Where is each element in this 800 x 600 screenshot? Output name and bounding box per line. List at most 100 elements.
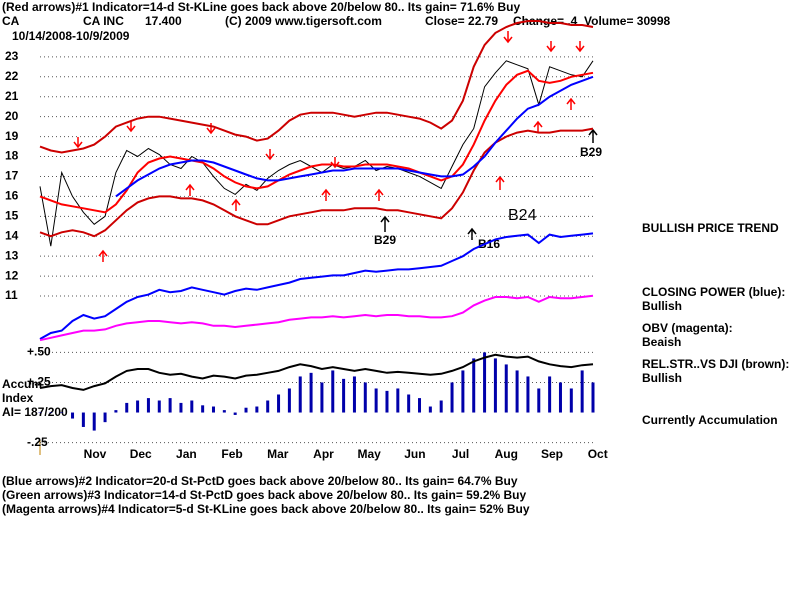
x-tick-label: Oct <box>588 447 608 461</box>
header-line: (Red arrows)#1 Indicator=14-d St-KLine g… <box>2 0 520 14</box>
bar <box>81 412 85 427</box>
arrow <box>126 121 136 133</box>
y-tick-label: 11 <box>5 288 18 302</box>
bar <box>493 358 497 413</box>
change: Change= .4 <box>513 14 578 28</box>
arrow <box>374 188 384 201</box>
accum-label: AI= 187/200 <box>2 405 68 419</box>
x-tick-label: Jan <box>176 447 197 461</box>
bar <box>558 382 562 413</box>
bar <box>439 400 443 413</box>
bar <box>136 400 140 413</box>
side-label: BULLISH PRICE TREND <box>642 221 779 235</box>
bar <box>548 376 552 413</box>
x-tick-label: Jun <box>404 447 425 461</box>
symbol: CA <box>2 14 20 28</box>
bar <box>407 394 411 413</box>
arrow <box>185 183 195 196</box>
bar <box>374 388 378 413</box>
x-tick-label: Nov <box>84 447 107 461</box>
bar <box>71 412 75 419</box>
bar <box>287 388 291 413</box>
arrow <box>265 149 275 161</box>
bar <box>222 410 226 413</box>
bar <box>125 402 129 413</box>
copyright: (C) 2009 www.tigersoft.com <box>225 14 382 28</box>
bar <box>450 382 454 413</box>
series-line <box>39 294 594 342</box>
y-tick-label: +.50 <box>27 345 51 359</box>
y-tick-label: 17 <box>5 169 19 183</box>
bar <box>114 410 118 413</box>
bar <box>320 382 324 413</box>
x-tick-label: Aug <box>495 447 518 461</box>
bar <box>580 370 584 413</box>
y-tick-label: 12 <box>5 268 19 282</box>
x-tick-label: Sep <box>541 447 563 461</box>
bar <box>244 407 248 413</box>
bar <box>526 376 530 413</box>
bar <box>92 412 96 431</box>
series-line <box>39 232 594 340</box>
y-tick-label: 23 <box>5 49 19 63</box>
arrow <box>467 227 477 240</box>
annotation: B29 <box>580 145 602 159</box>
y-tick-label: 21 <box>5 89 19 103</box>
bar <box>591 382 595 413</box>
side-label: Beaish <box>642 335 681 349</box>
arrow <box>575 41 585 53</box>
footer-line: (Magenta arrows)#4 Indicator=5-d St-KLin… <box>2 502 530 516</box>
annotation: B24 <box>508 207 537 224</box>
y-tick-label: 22 <box>5 69 19 83</box>
arrow <box>206 123 216 135</box>
bar <box>298 376 302 413</box>
arrow <box>98 249 108 262</box>
x-tick-label: May <box>358 447 382 461</box>
arrow <box>546 41 556 53</box>
y-tick-label: +.25 <box>27 375 51 389</box>
y-tick-label: 16 <box>5 189 19 203</box>
side-label: Bullish <box>642 299 682 313</box>
bar <box>418 398 422 413</box>
bar <box>461 370 465 413</box>
signal-arrows <box>73 31 598 262</box>
accum-label: Accum <box>2 377 42 391</box>
bar <box>277 394 281 413</box>
footer-line: (Blue arrows)#2 Indicator=20-d St-PctD g… <box>2 474 518 488</box>
y-tick-label: 18 <box>5 149 19 163</box>
arrow <box>495 175 505 190</box>
y-tick-label: 15 <box>5 208 19 222</box>
bar <box>233 412 237 415</box>
bar <box>483 352 487 413</box>
side-label: Currently Accumulation <box>642 413 778 427</box>
accum-label: Index <box>2 391 34 405</box>
arrow <box>321 188 331 201</box>
bar <box>352 376 356 413</box>
side-label: REL.STR..VS DJI (brown): <box>642 357 789 371</box>
arrow <box>380 215 390 232</box>
y-tick-label: 14 <box>5 228 19 242</box>
arrow <box>566 97 576 110</box>
company: CA INC <box>83 14 124 28</box>
y-tick-label: -.25 <box>27 435 48 449</box>
volume: Volume= 30998 <box>584 14 670 28</box>
bar <box>168 398 172 413</box>
bar <box>190 400 194 413</box>
price: 17.400 <box>145 14 182 28</box>
x-tick-label: Apr <box>313 447 334 461</box>
side-label: CLOSING POWER (blue): <box>642 285 785 299</box>
bar <box>211 406 215 413</box>
series-line <box>39 127 594 238</box>
series-line <box>115 75 594 198</box>
bar <box>428 406 432 413</box>
bar <box>146 398 150 413</box>
bar <box>331 370 335 413</box>
bar <box>363 382 367 413</box>
series-line <box>39 60 594 247</box>
bar <box>103 412 107 423</box>
bar <box>201 405 205 413</box>
x-tick-label: Mar <box>267 447 289 461</box>
bar <box>385 390 389 413</box>
bar <box>537 388 541 413</box>
